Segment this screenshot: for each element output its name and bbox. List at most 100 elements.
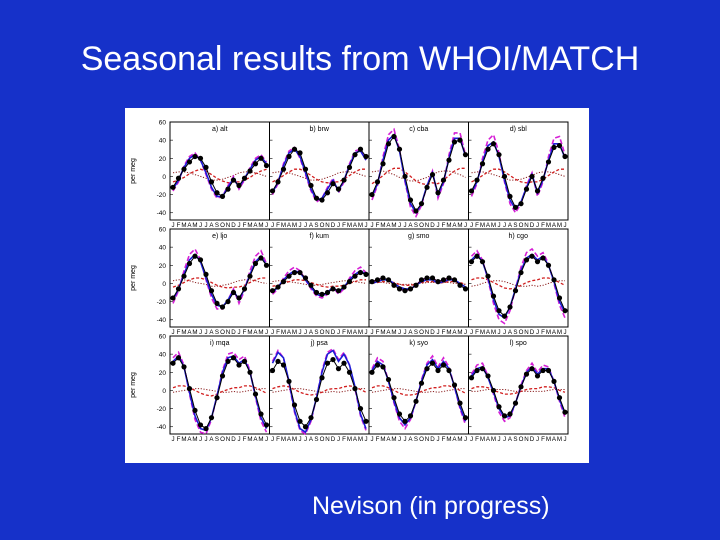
month-tick-label: J [464, 222, 467, 229]
month-tick-label: M [292, 222, 297, 229]
panel-label: i) mqa [210, 340, 230, 347]
obs-point [396, 146, 403, 152]
obs-point [551, 277, 557, 283]
month-tick-label: O [419, 436, 424, 443]
obs-point [374, 179, 381, 185]
month-tick-label: O [220, 329, 225, 336]
obs-point [330, 356, 336, 363]
obs-point [186, 159, 193, 165]
month-tick-label: J [503, 222, 506, 229]
component-a-line [172, 277, 267, 289]
obs-point [357, 405, 364, 412]
panel-label: g) smo [408, 233, 430, 240]
obs-point [501, 413, 508, 419]
month-tick-label: J [497, 222, 500, 229]
panel-label: f) kum [310, 233, 330, 240]
month-tick-label: M [446, 329, 451, 336]
month-tick-label: J [364, 222, 367, 229]
month-tick-label: F [442, 222, 446, 229]
obs-point [402, 173, 408, 180]
obs-point [418, 380, 425, 386]
month-tick-label: F [342, 222, 346, 229]
month-tick-label: J [563, 329, 566, 336]
obs-point [490, 293, 497, 299]
month-tick-label: O [419, 329, 424, 336]
obs-point [258, 411, 264, 417]
obs-point [280, 362, 287, 368]
obs-point [501, 313, 508, 319]
panel-frame [468, 335, 569, 435]
obs-point [435, 279, 441, 285]
obs-point [352, 152, 358, 158]
month-tick-label: S [314, 222, 318, 229]
obs-point [391, 133, 397, 140]
month-tick-label: J [298, 329, 301, 336]
month-tick-label: A [408, 329, 413, 336]
month-tick-label: M [347, 222, 352, 229]
obs-point [369, 279, 375, 285]
month-tick-label: M [181, 329, 186, 336]
obs-point [330, 286, 336, 292]
month-tick-label: D [530, 329, 535, 336]
month-tick-label: M [380, 436, 385, 443]
obs-point [346, 369, 353, 375]
obs-point [545, 262, 552, 268]
month-tick-label: N [524, 329, 528, 336]
month-tick-label: S [513, 436, 517, 443]
month-tick-label: A [552, 436, 557, 443]
month-tick-label: J [204, 436, 207, 443]
month-tick-label: J [370, 222, 373, 229]
obs-point [230, 177, 237, 183]
month-tick-label: M [457, 222, 462, 229]
obs-point [440, 362, 447, 368]
obs-point [451, 139, 458, 145]
obs-point [219, 304, 226, 310]
month-tick-label: F [475, 436, 479, 443]
month-tick-label: A [209, 436, 214, 443]
model-variant-line [172, 151, 268, 200]
month-tick-label: J [370, 436, 373, 443]
month-tick-label: M [181, 436, 186, 443]
obs-point [186, 386, 193, 392]
obs-point [170, 360, 176, 366]
obs-point [214, 190, 220, 196]
month-tick-label: F [541, 436, 545, 443]
month-tick-label: A [452, 436, 457, 443]
obs-point [507, 411, 513, 417]
obs-point [341, 360, 347, 366]
month-tick-label: A [287, 329, 292, 336]
panel-label: h) cgo [509, 233, 529, 240]
month-tick-label: M [480, 436, 485, 443]
y-tick-label: 60 [159, 334, 167, 341]
obs-point [391, 282, 397, 288]
obs-point [402, 418, 408, 424]
component-a-line [272, 168, 366, 184]
month-tick-label: J [337, 329, 340, 336]
month-tick-label: D [331, 329, 336, 336]
month-tick-label: J [503, 436, 506, 443]
obs-point [485, 373, 491, 379]
obs-point [302, 424, 309, 430]
obs-point [380, 275, 386, 281]
obs-point [512, 400, 519, 406]
y-tick-label: 60 [159, 120, 167, 127]
obs-point [269, 188, 276, 194]
obs-point [341, 284, 347, 290]
month-tick-label: O [519, 436, 524, 443]
month-tick-label: J [298, 222, 301, 229]
month-tick-label: J [364, 436, 367, 443]
obs-point [275, 179, 281, 185]
component-b-line [471, 389, 565, 392]
obs-point [490, 141, 497, 147]
month-tick-label: S [314, 436, 318, 443]
month-tick-label: M [281, 222, 286, 229]
month-tick-label: J [171, 436, 174, 443]
month-tick-label: M [192, 222, 197, 229]
month-tick-label: M [247, 436, 252, 443]
obs-point [462, 415, 469, 421]
month-tick-label: M [480, 329, 485, 336]
obs-point [291, 402, 298, 408]
month-tick-label: M [546, 222, 551, 229]
month-tick-label: A [253, 329, 258, 336]
component-a-line [172, 168, 267, 184]
